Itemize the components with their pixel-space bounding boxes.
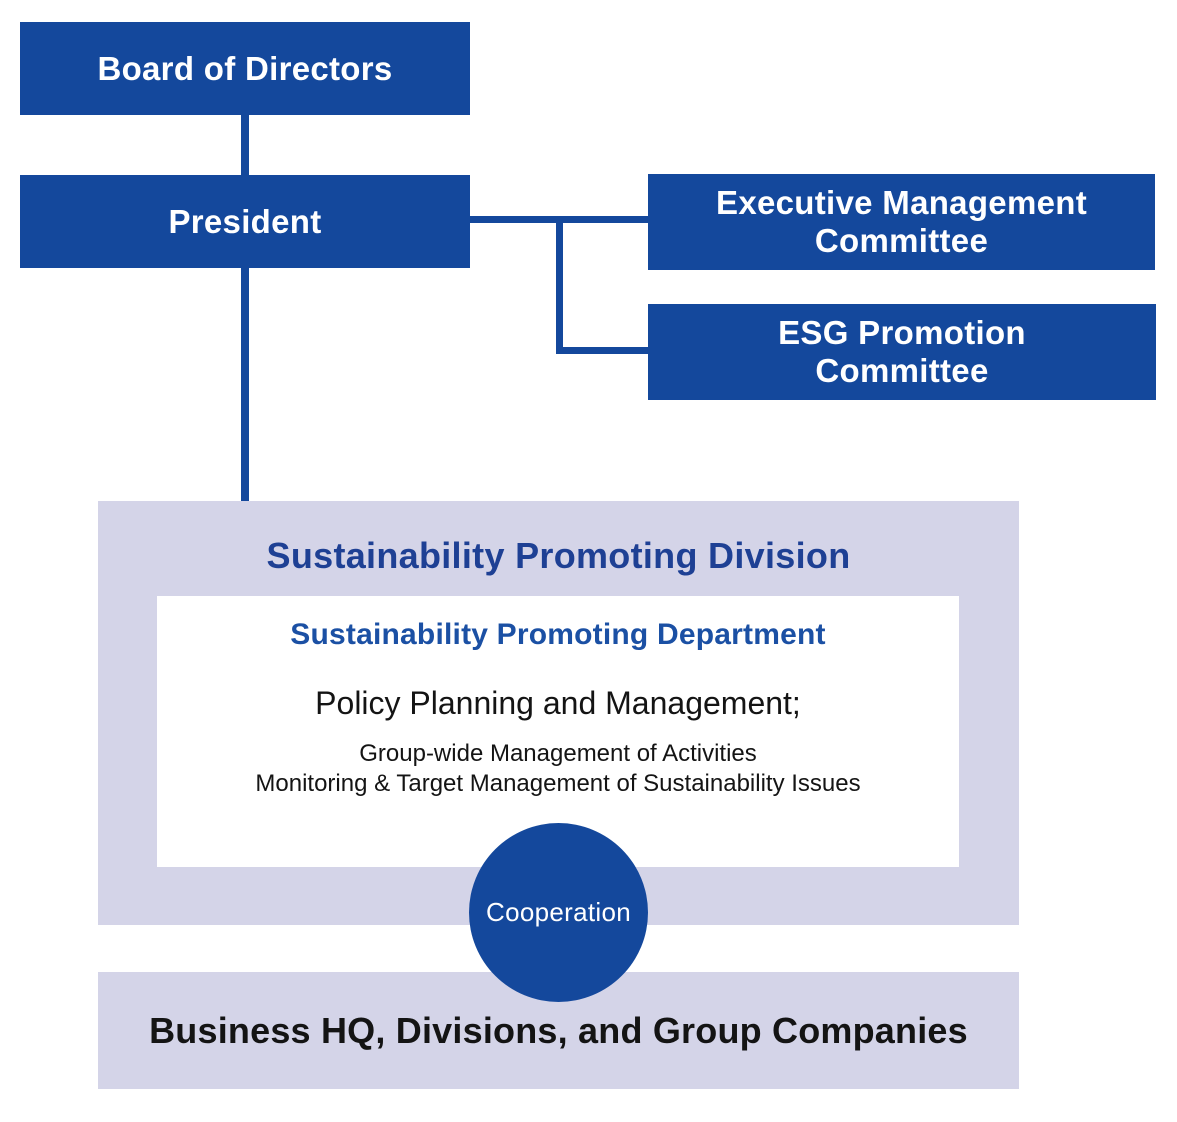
sustainability-department-panel (157, 596, 959, 867)
executive-committee-label-line2: Committee (814, 222, 989, 259)
executive-management-committee-box: Executive Management Committee (648, 174, 1155, 270)
connector-esg-branch (556, 347, 648, 354)
business-hq-panel: Business HQ, Divisions, and Group Compan… (98, 972, 1019, 1089)
board-of-directors-box: Board of Directors (20, 22, 470, 115)
cooperation-circle: Cooperation (469, 823, 648, 1002)
business-hq-label: Business HQ, Divisions, and Group Compan… (149, 1009, 968, 1051)
esg-promotion-committee-box: ESG Promotion Committee (648, 304, 1156, 400)
president-label: President (168, 202, 322, 240)
sustainability-division-title: Sustainability Promoting Division (266, 535, 851, 576)
connector-committee-branch (556, 216, 563, 354)
sustainability-department-title: Sustainability Promoting Department (290, 618, 826, 651)
esg-committee-label-line2: Committee (815, 352, 989, 389)
department-role-line-1: Group-wide Management of Activities (359, 740, 757, 767)
esg-committee-label-line1: ESG Promotion (778, 314, 1026, 352)
connector-president-division (241, 268, 249, 501)
connector-board-president (241, 115, 249, 175)
executive-committee-label-line1: Executive Management (716, 184, 1087, 222)
cooperation-label: Cooperation (486, 897, 631, 927)
board-of-directors-label: Board of Directors (97, 49, 393, 87)
president-box: President (20, 175, 470, 268)
department-role-primary: Policy Planning and Management; (315, 685, 801, 721)
department-role-line-2: Monitoring & Target Management of Sustai… (255, 770, 861, 797)
